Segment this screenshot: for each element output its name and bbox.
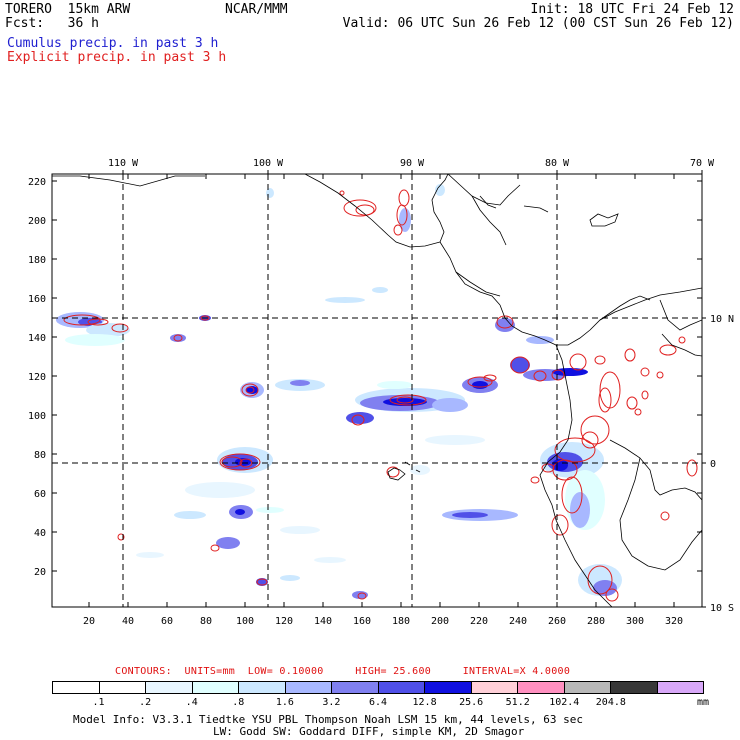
color-bar-label: 12.8 — [412, 697, 437, 708]
color-bar-segment — [564, 682, 611, 693]
color-bar-label: 102.4 — [549, 697, 580, 708]
color-bar — [52, 681, 704, 694]
forecast-hour: Fcst: 36 h — [5, 16, 99, 31]
color-bar-label: 25.6 — [459, 697, 484, 708]
contour-high: HIGH= 25.600 — [355, 666, 432, 677]
map-frame — [51, 173, 703, 608]
x-tick-label: 140 — [314, 616, 332, 627]
coastlines — [52, 174, 702, 607]
model-info-line1: Model Info: V3.3.1 Tiedtke YSU PBL Thomp… — [73, 713, 583, 726]
lon-label-100w: 100 W — [253, 158, 284, 169]
color-bar-label: 1.6 — [275, 697, 294, 708]
y-tick-label: 20 — [34, 567, 46, 578]
x-tick-label: 220 — [470, 616, 488, 627]
color-bar-label: .1 — [92, 697, 105, 708]
y-tick-label: 140 — [28, 333, 46, 344]
y-tick-label: 40 — [34, 528, 46, 539]
lat-lon-grid — [52, 174, 702, 607]
x-tick-label: 280 — [587, 616, 605, 627]
x-tick-label: 20 — [83, 616, 95, 627]
color-bar-segment — [146, 682, 193, 693]
legend-cumulus: Cumulus precip. in past 3 h — [7, 36, 219, 51]
precip-map: 110 W 100 W 90 W 80 W 70 W 10 N 0 10 S 2… — [28, 158, 734, 627]
x-tick-label: 40 — [122, 616, 134, 627]
header-right: Init: 18 UTC Fri 24 Feb 12 Valid: 06 UTC … — [343, 3, 734, 31]
contour-info: CONTOURS: UNITS=mm LOW= 0.10000 HIGH= 25… — [115, 666, 570, 677]
color-bar-segment — [425, 682, 472, 693]
y-tick-label: 120 — [28, 372, 46, 383]
color-bar-unit: mm — [697, 697, 710, 708]
color-bar-label: .8 — [232, 697, 245, 708]
y-tick-label: 220 — [28, 177, 46, 188]
contour-units: UNITS=mm — [184, 666, 236, 677]
valid-time: Valid: 06 UTC Sun 26 Feb 12 (00 CST Sun … — [342, 16, 734, 31]
contour-label: CONTOURS: — [115, 666, 172, 677]
model-name: TORERO 15km ARW — [5, 2, 131, 17]
lat-label-0: 0 — [710, 459, 716, 470]
color-bar-segment — [285, 682, 332, 693]
axis-labels: 110 W 100 W 90 W 80 W 70 W 10 N 0 10 S 2… — [28, 158, 734, 627]
x-tick-label: 160 — [353, 616, 371, 627]
organization: NCAR/MMM — [225, 2, 288, 17]
legend-explicit: Explicit precip. in past 3 h — [7, 50, 227, 65]
x-tick-label: 60 — [161, 616, 173, 627]
x-tick-label: 180 — [392, 616, 410, 627]
x-tick-label: 120 — [275, 616, 293, 627]
color-bar-label: 51.2 — [505, 697, 530, 708]
color-bar-label: .4 — [185, 697, 198, 708]
y-tick-label: 60 — [34, 489, 46, 500]
init-time: Init: 18 UTC Fri 24 Feb 12 — [530, 2, 735, 17]
contour-interval: INTERVAL=X 4.0000 — [462, 666, 571, 677]
lon-label-90w: 90 W — [400, 158, 425, 169]
y-tick-label: 100 — [28, 411, 46, 422]
color-bar-segment — [378, 682, 425, 693]
color-bar-segment — [611, 682, 658, 693]
lat-label-10s: 10 S — [710, 603, 734, 614]
color-bar-segment — [471, 682, 518, 693]
header-left: TORERO 15km ARW Fcst: 36 h — [5, 3, 130, 31]
color-bar-label: .2 — [139, 697, 152, 708]
color-bar-segment — [239, 682, 286, 693]
lon-label-70w: 70 W — [690, 158, 715, 169]
color-bar-labels: .1 .2 .4 .8 1.6 3.2 6.4 12.8 25.6 51.2 102.4 204.8 — [52, 697, 704, 709]
y-tick-label: 80 — [34, 450, 46, 461]
model-info-line2: LW: Godd SW: Goddard DIFF, simple KM, 2D… — [213, 725, 525, 738]
color-bar-segment — [192, 682, 239, 693]
x-tick-label: 300 — [626, 616, 644, 627]
x-tick-label: 240 — [509, 616, 527, 627]
color-bar-label: 204.8 — [595, 697, 626, 708]
color-bar-label: 3.2 — [322, 697, 341, 708]
y-tick-label: 160 — [28, 294, 46, 305]
color-bar-segment — [99, 682, 146, 693]
color-bar-segment — [332, 682, 379, 693]
x-tick-label: 100 — [236, 616, 254, 627]
y-tick-label: 200 — [28, 216, 46, 227]
x-tick-label: 260 — [548, 616, 566, 627]
color-bar-label: 6.4 — [368, 697, 388, 708]
color-bar-segment — [518, 682, 565, 693]
x-tick-label: 200 — [431, 616, 449, 627]
lon-label-110w: 110 W — [108, 158, 139, 169]
x-tick-label: 320 — [665, 616, 683, 627]
color-bar-segment — [657, 682, 703, 693]
x-tick-label: 80 — [200, 616, 212, 627]
lon-label-80w: 80 W — [545, 158, 570, 169]
contour-low: LOW= 0.10000 — [247, 666, 324, 677]
axis-ticks — [52, 170, 706, 608]
cumulus-areas — [56, 184, 622, 599]
y-tick-label: 180 — [28, 255, 46, 266]
precip-fields — [52, 174, 702, 607]
color-bar-segment — [53, 682, 100, 693]
lat-label-10n: 10 N — [710, 314, 734, 325]
